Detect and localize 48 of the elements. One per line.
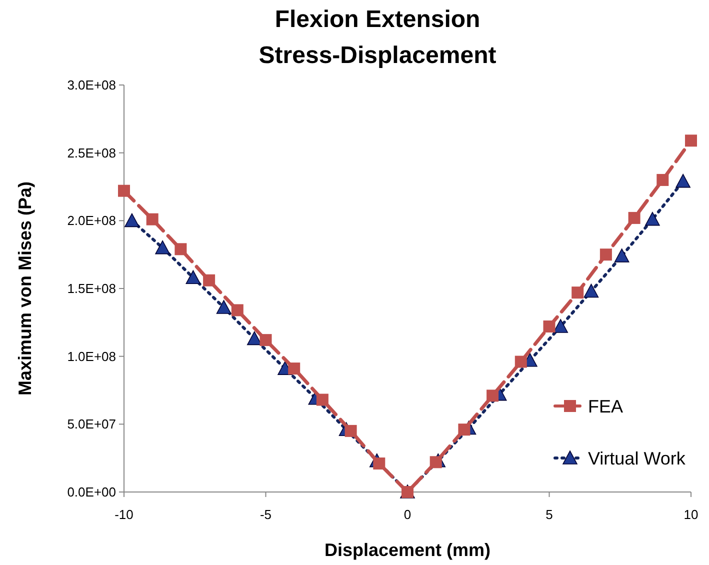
point <box>645 212 660 226</box>
point <box>260 334 272 346</box>
point <box>316 394 328 406</box>
point <box>553 319 568 333</box>
point <box>155 240 170 254</box>
point <box>247 331 262 346</box>
x-tick-label: -10 <box>114 507 134 522</box>
point <box>486 390 499 402</box>
point <box>628 212 640 224</box>
point <box>118 184 130 197</box>
legend-label: FEA <box>588 396 624 416</box>
point <box>146 213 158 226</box>
y-tick-label: 2.0E+08 <box>67 213 116 228</box>
point <box>656 174 669 186</box>
x-tick-label: 5 <box>546 507 553 522</box>
point <box>430 456 442 468</box>
point <box>174 243 187 256</box>
x-tick-label: 0 <box>404 507 412 522</box>
y-tick-label: 1.5E+08 <box>67 281 116 296</box>
y-axis-title: Maximum von Mises (Pa) <box>15 181 35 396</box>
point <box>344 424 357 437</box>
point <box>514 356 527 368</box>
point <box>600 248 612 261</box>
legend-label: Virtual Work <box>588 448 686 468</box>
point <box>584 284 599 298</box>
y-tick-label: 3.0E+08 <box>67 78 116 93</box>
point <box>373 458 386 470</box>
point <box>543 320 556 332</box>
point <box>231 304 244 316</box>
point <box>458 424 470 436</box>
point <box>124 213 140 228</box>
y-tick-label: 5.0E+07 <box>67 416 116 432</box>
x-tick-label: 10 <box>684 507 698 522</box>
point <box>676 174 690 188</box>
point <box>685 134 697 147</box>
x-axis-title: Displacement (mm) <box>324 540 491 560</box>
y-tick-label: 0.0E+00 <box>67 484 116 500</box>
y-tick-label: 2.5E+08 <box>67 145 116 160</box>
point <box>186 270 201 284</box>
point <box>614 248 630 262</box>
chart-subtitle: Stress-Displacement <box>258 42 496 69</box>
chart-title: Flexion Extension <box>274 6 480 33</box>
x-tick-label: -5 <box>260 507 272 522</box>
point <box>572 286 584 299</box>
y-tick-label: 1.0E+08 <box>67 348 116 364</box>
point <box>216 300 232 314</box>
point <box>203 274 216 286</box>
point <box>288 362 300 375</box>
